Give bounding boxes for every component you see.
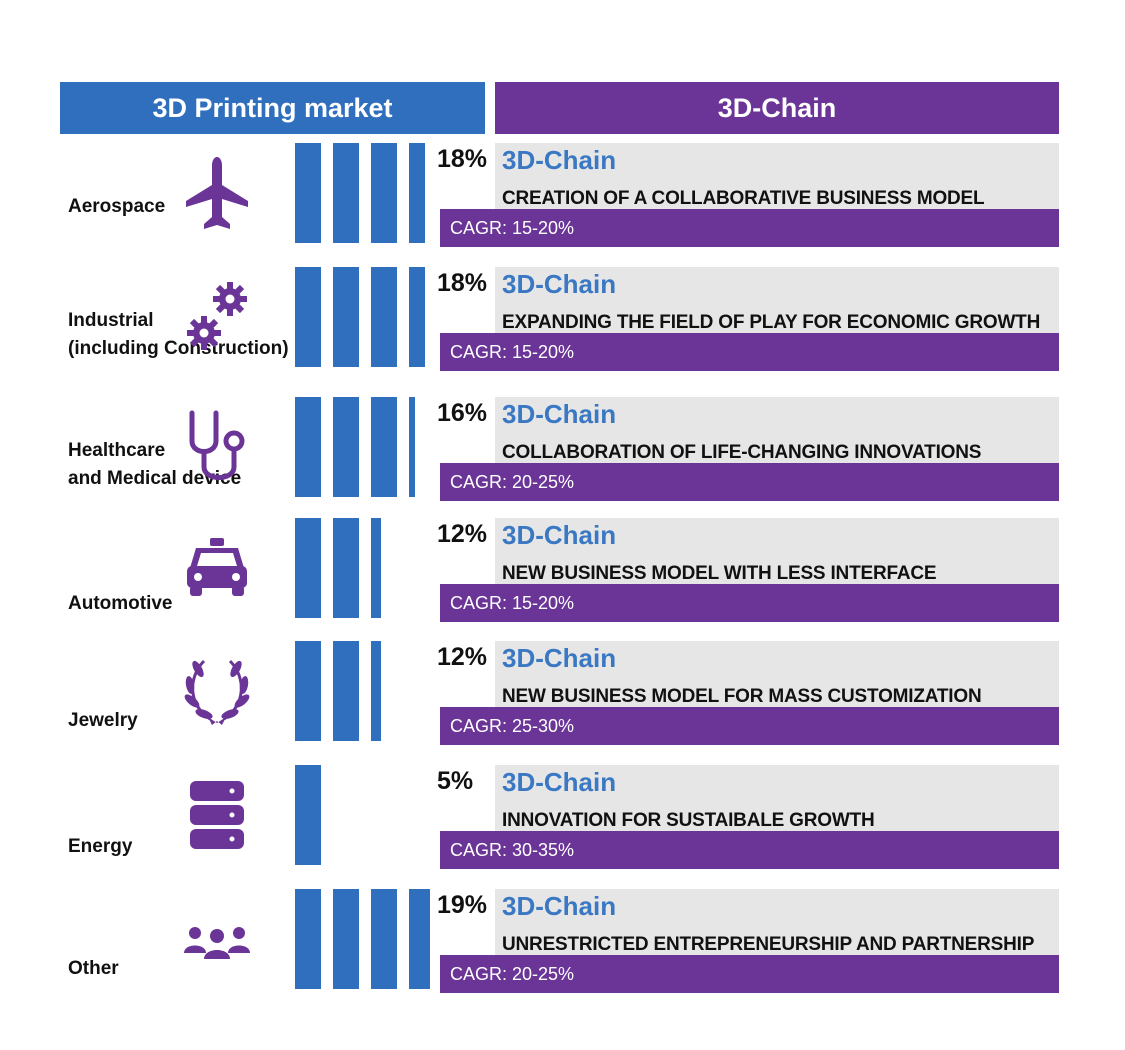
segment-label-line: Energy (68, 836, 133, 857)
share-bar (333, 641, 359, 741)
chain-panel (495, 765, 1059, 837)
header-3d-chain: 3D-Chain (495, 82, 1059, 134)
chain-description: EXPANDING THE FIELD OF PLAY FOR ECONOMIC… (502, 312, 1041, 333)
cagr-bar: CAGR: 15-20% (440, 209, 1059, 247)
share-percent: 12% (437, 520, 488, 548)
database-icon (182, 775, 252, 855)
share-bar (295, 641, 321, 741)
chain-panel (495, 518, 1059, 590)
segment-label: Healthcare and Medical device (68, 437, 241, 493)
chain-panel (495, 143, 1059, 215)
chain-title: 3D-Chain (502, 891, 617, 921)
segment-row: Automotive 12% 3D-Chain NEW BUSINESS MODEL… (0, 518, 1125, 628)
segment-row: Industrial (including Construction) 18% 3D… (0, 267, 1125, 377)
segment-label: Automotive (68, 590, 173, 618)
car-icon (182, 528, 252, 608)
chain-title: 3D-Chain (502, 767, 617, 797)
share-bar (333, 143, 359, 243)
share-bar (371, 889, 397, 989)
share-bar (295, 267, 321, 367)
chain-description: UNRESTRICTED ENTREPRENEURSHIP AND PARTNE… (502, 934, 1035, 955)
chain-title: 3D-Chain (502, 520, 617, 550)
segment-row: Jewelry 12% 3D-Chain NEW BUSINESS MODEL FO… (0, 641, 1125, 751)
share-percent: 12% (437, 643, 488, 671)
share-bar (295, 518, 321, 618)
share-bar-partial (371, 641, 382, 741)
cagr-bar: CAGR: 15-20% (440, 584, 1059, 622)
people-group-icon (182, 899, 252, 979)
share-bar (333, 267, 359, 367)
airplane-icon (182, 153, 252, 233)
share-bar-partial (409, 143, 425, 243)
share-bars (295, 143, 435, 243)
segment-row: Other 19% 3D-Chain UNRESTRICTED ENTREPRENE… (0, 889, 1125, 999)
segment-label: Jewelry (68, 707, 138, 735)
share-bar (295, 397, 321, 497)
share-bar-partial (371, 518, 382, 618)
chain-description: INNOVATION FOR SUSTAIBALE GROWTH (502, 810, 875, 831)
segment-label-line: Aerospace (68, 196, 166, 217)
share-bar-partial (409, 397, 415, 497)
segment-label: Energy (68, 833, 132, 861)
segment-row: Energy 5% 3D-Chain INNOVATION FOR SUSTAIBA… (0, 765, 1125, 875)
share-percent: 19% (437, 891, 488, 919)
share-bar (371, 267, 397, 367)
share-percent: 18% (437, 145, 488, 173)
segment-label: Other (68, 955, 119, 983)
segment-label-line: Jewelry (68, 710, 138, 731)
share-bar (295, 889, 321, 989)
segment-label-line: Other (68, 958, 119, 979)
share-bars (295, 518, 435, 618)
segment-label-line: (including Construction) (68, 338, 289, 359)
share-bar (295, 765, 321, 865)
segment-label-line: Healthcare (68, 440, 166, 461)
chain-title: 3D-Chain (502, 643, 617, 673)
share-percent: 16% (437, 399, 488, 427)
chain-panel (495, 397, 1059, 469)
laurel-wreath-icon (182, 651, 252, 731)
chain-panel (495, 641, 1059, 713)
share-bars (295, 889, 435, 989)
segment-label-line: Automotive (68, 593, 173, 614)
stethoscope-icon (182, 407, 252, 487)
cagr-bar: CAGR: 20-25% (440, 955, 1059, 993)
gears-icon (182, 277, 252, 357)
share-percent: 5% (437, 767, 474, 795)
share-bar (333, 397, 359, 497)
share-bars (295, 641, 435, 741)
share-bar (295, 143, 321, 243)
share-bar (371, 143, 397, 243)
cagr-bar: CAGR: 30-35% (440, 831, 1059, 869)
segment-label-line: Industrial (68, 310, 154, 331)
segment-label-line: and Medical device (68, 468, 242, 489)
share-bar (333, 518, 359, 618)
segment-label: Industrial (including Construction) (68, 307, 289, 363)
segment-row: Healthcare and Medical device 16% 3D-Chain… (0, 397, 1125, 507)
cagr-bar: CAGR: 20-25% (440, 463, 1059, 501)
chain-panel (495, 267, 1059, 339)
share-bar-partial (409, 889, 430, 989)
share-percent: 18% (437, 269, 488, 297)
chain-description: COLLABORATION OF LIFE-CHANGING INNOVATIO… (502, 442, 982, 463)
segment-label: Aerospace (68, 193, 165, 221)
share-bar-partial (409, 267, 425, 367)
share-bars (295, 397, 435, 497)
chain-description: NEW BUSINESS MODEL FOR MASS CUSTOMIZATIO… (502, 686, 982, 707)
chain-title: 3D-Chain (502, 145, 617, 175)
share-bar (371, 397, 397, 497)
chain-title: 3D-Chain (502, 399, 617, 429)
chain-title: 3D-Chain (502, 269, 617, 299)
chain-panel (495, 889, 1059, 961)
header-3d-printing-market: 3D Printing market (60, 82, 485, 134)
share-bar (333, 889, 359, 989)
segment-row: Aerospace 18% 3D-Chain CREATION OF A COLLA… (0, 143, 1125, 253)
share-bars (295, 765, 435, 865)
chain-description: NEW BUSINESS MODEL WITH LESS INTERFACE (502, 563, 937, 584)
cagr-bar: CAGR: 15-20% (440, 333, 1059, 371)
share-bars (295, 267, 435, 367)
cagr-bar: CAGR: 25-30% (440, 707, 1059, 745)
chain-description: CREATION OF A COLLABORATIVE BUSINESS MOD… (502, 188, 985, 209)
